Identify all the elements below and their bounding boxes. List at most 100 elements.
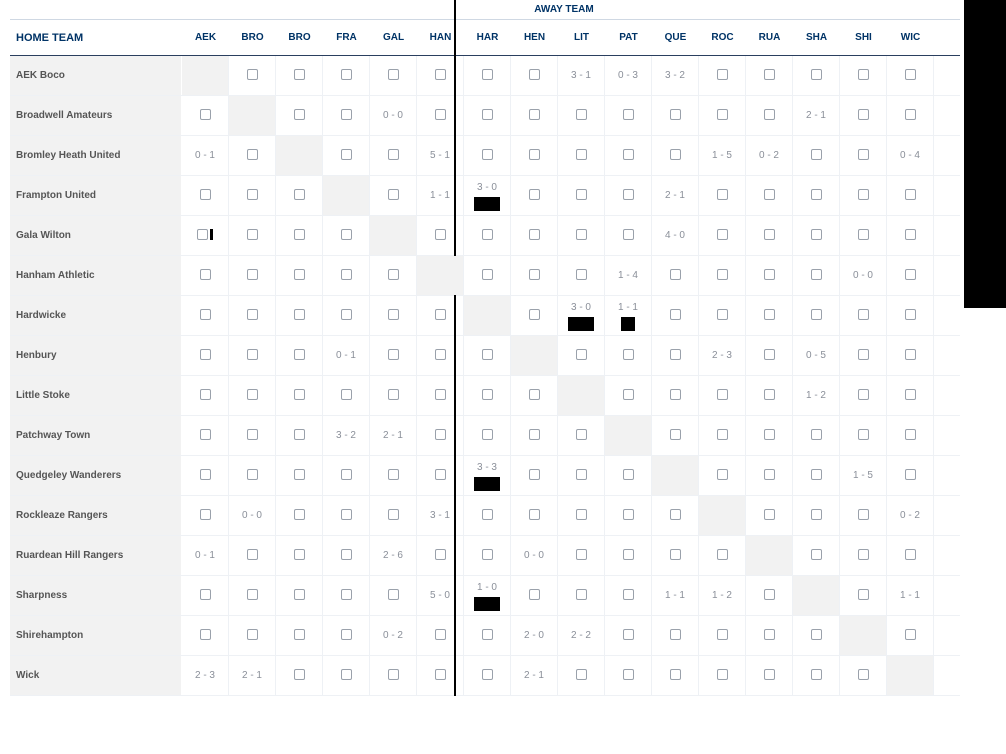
checkbox-icon[interactable] (764, 349, 775, 363)
checkbox-icon[interactable] (247, 469, 258, 483)
checkbox-icon[interactable] (905, 629, 916, 643)
checkbox-cell[interactable] (464, 56, 511, 95)
col-header-aek-0[interactable]: AEK (182, 32, 229, 43)
checkbox-cell[interactable] (323, 56, 370, 95)
checkbox-cell[interactable] (558, 496, 605, 535)
checkbox-cell[interactable] (417, 536, 464, 575)
checkbox-cell[interactable] (746, 576, 793, 615)
checkbox-cell[interactable] (511, 576, 558, 615)
score-cell[interactable]: 2 - 1 (370, 416, 417, 455)
checkbox-cell[interactable] (652, 256, 699, 295)
checkbox-cell[interactable] (229, 176, 276, 215)
checkbox-icon[interactable] (388, 669, 399, 683)
checkbox-icon[interactable] (247, 389, 258, 403)
score-cell[interactable]: 2 - 0 (511, 616, 558, 655)
checkbox-icon[interactable] (294, 69, 305, 83)
checkbox-icon[interactable] (200, 269, 211, 283)
score-cell[interactable]: 1 - 1 (605, 296, 652, 335)
checkbox-icon[interactable] (247, 549, 258, 563)
checkbox-icon[interactable] (482, 69, 493, 83)
checkbox-icon[interactable] (482, 669, 493, 683)
checkbox-icon[interactable] (905, 389, 916, 403)
checkbox-icon[interactable] (482, 229, 493, 243)
checkbox-cell[interactable] (887, 296, 934, 335)
checkbox-cell[interactable] (229, 296, 276, 335)
checkbox-icon[interactable] (388, 469, 399, 483)
checkbox-cell[interactable] (276, 656, 323, 695)
team-name-cell[interactable]: Hanham Athletic (10, 256, 182, 295)
checkbox-cell[interactable] (887, 256, 934, 295)
checkbox-cell[interactable] (605, 136, 652, 175)
score-cell[interactable]: 1 - 1 (652, 576, 699, 615)
checkbox-cell[interactable] (276, 56, 323, 95)
checkbox-cell[interactable] (699, 616, 746, 655)
checkbox-cell[interactable] (746, 496, 793, 535)
checkbox-cell[interactable] (370, 296, 417, 335)
checkbox-cell[interactable] (652, 296, 699, 335)
checkbox-cell[interactable] (276, 416, 323, 455)
checkbox-icon[interactable] (482, 269, 493, 283)
checkbox-cell[interactable] (605, 656, 652, 695)
checkbox-icon[interactable] (623, 109, 634, 123)
checkbox-cell[interactable] (323, 616, 370, 655)
checkbox-cell[interactable] (699, 176, 746, 215)
team-name-cell[interactable]: Wick (10, 656, 182, 695)
checkbox-icon[interactable] (576, 149, 587, 163)
checkbox-cell[interactable] (323, 656, 370, 695)
checkbox-icon[interactable] (858, 669, 869, 683)
checkbox-icon[interactable] (341, 669, 352, 683)
checkbox-icon[interactable] (717, 309, 728, 323)
checkbox-icon[interactable] (858, 109, 869, 123)
checkbox-icon[interactable] (435, 429, 446, 443)
checkbox-icon[interactable] (529, 429, 540, 443)
checkbox-cell[interactable] (558, 256, 605, 295)
team-name-cell[interactable]: Frampton United (10, 176, 182, 215)
checkbox-icon[interactable] (717, 69, 728, 83)
checkbox-cell[interactable] (652, 336, 699, 375)
checkbox-icon[interactable] (576, 229, 587, 243)
checkbox-cell[interactable] (276, 336, 323, 375)
checkbox-icon[interactable] (294, 349, 305, 363)
checkbox-cell[interactable] (323, 536, 370, 575)
checkbox-icon[interactable] (247, 69, 258, 83)
checkbox-icon[interactable] (623, 349, 634, 363)
checkbox-icon[interactable] (905, 469, 916, 483)
checkbox-cell[interactable] (652, 136, 699, 175)
score-cell[interactable]: 0 - 0 (840, 256, 887, 295)
checkbox-cell[interactable] (558, 536, 605, 575)
checkbox-icon[interactable] (200, 309, 211, 323)
checkbox-cell[interactable] (323, 456, 370, 495)
score-cell[interactable]: 1 - 2 (699, 576, 746, 615)
checkbox-cell[interactable] (323, 496, 370, 535)
score-cell[interactable]: 1 - 5 (699, 136, 746, 175)
checkbox-cell[interactable] (182, 176, 229, 215)
checkbox-icon[interactable] (435, 349, 446, 363)
checkbox-icon[interactable] (623, 589, 634, 603)
checkbox-cell[interactable] (840, 56, 887, 95)
checkbox-icon[interactable] (670, 509, 681, 523)
checkbox-icon[interactable] (576, 669, 587, 683)
checkbox-cell[interactable] (511, 96, 558, 135)
checkbox-cell[interactable] (370, 56, 417, 95)
checkbox-cell[interactable] (511, 256, 558, 295)
checkbox-icon[interactable] (294, 269, 305, 283)
checkbox-icon[interactable] (858, 429, 869, 443)
checkbox-cell[interactable] (276, 496, 323, 535)
checkbox-icon[interactable] (764, 629, 775, 643)
checkbox-cell[interactable] (229, 336, 276, 375)
col-header-roc-11[interactable]: ROC (699, 32, 746, 43)
checkbox-icon[interactable] (858, 509, 869, 523)
checkbox-icon[interactable] (435, 549, 446, 563)
checkbox-cell[interactable] (417, 96, 464, 135)
score-cell[interactable]: 2 - 6 (370, 536, 417, 575)
checkbox-icon[interactable] (341, 229, 352, 243)
checkbox-icon[interactable] (623, 629, 634, 643)
checkbox-cell[interactable] (276, 216, 323, 255)
checkbox-cell[interactable] (417, 616, 464, 655)
checkbox-icon[interactable] (435, 629, 446, 643)
checkbox-cell[interactable] (323, 296, 370, 335)
checkbox-icon[interactable] (247, 629, 258, 643)
checkbox-cell[interactable] (276, 376, 323, 415)
checkbox-cell[interactable] (276, 536, 323, 575)
checkbox-icon[interactable] (717, 229, 728, 243)
